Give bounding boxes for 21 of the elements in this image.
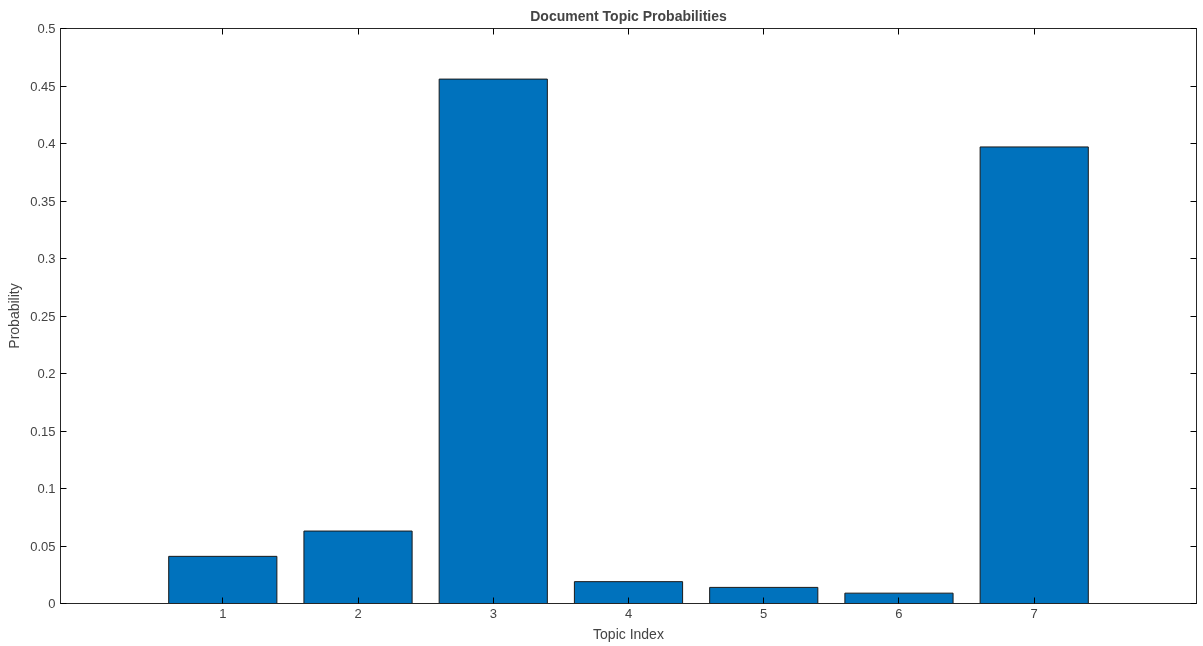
x-tick-label: 7 bbox=[1030, 605, 1038, 621]
chart-title: Document Topic Probabilities bbox=[530, 7, 727, 24]
y-tick-label: 0.4 bbox=[37, 136, 56, 151]
y-tick-label: 0.35 bbox=[30, 193, 56, 209]
y-tick-label: 0.05 bbox=[30, 538, 56, 554]
x-tick-label: 6 bbox=[895, 605, 903, 621]
x-tick-label: 3 bbox=[489, 605, 497, 621]
y-tick-label: 0 bbox=[48, 596, 56, 611]
y-tick-label: 0.1 bbox=[37, 481, 56, 496]
x-tick-label: 2 bbox=[354, 605, 362, 621]
y-tick-label: 0.25 bbox=[30, 308, 56, 324]
x-axis-title: Topic Index bbox=[593, 625, 664, 642]
x-tick-label: 5 bbox=[760, 605, 768, 621]
y-tick-label: 0.15 bbox=[30, 423, 56, 439]
y-tick-label: 0.45 bbox=[30, 78, 56, 94]
x-tick-label: 4 bbox=[624, 605, 633, 621]
y-tick-label: 0.2 bbox=[37, 366, 56, 381]
x-tick-label: 1 bbox=[219, 605, 227, 621]
y-tick-label: 0.3 bbox=[37, 251, 56, 266]
y-axis-title: Probability bbox=[6, 283, 23, 349]
y-tick-label: 0.5 bbox=[37, 21, 56, 36]
